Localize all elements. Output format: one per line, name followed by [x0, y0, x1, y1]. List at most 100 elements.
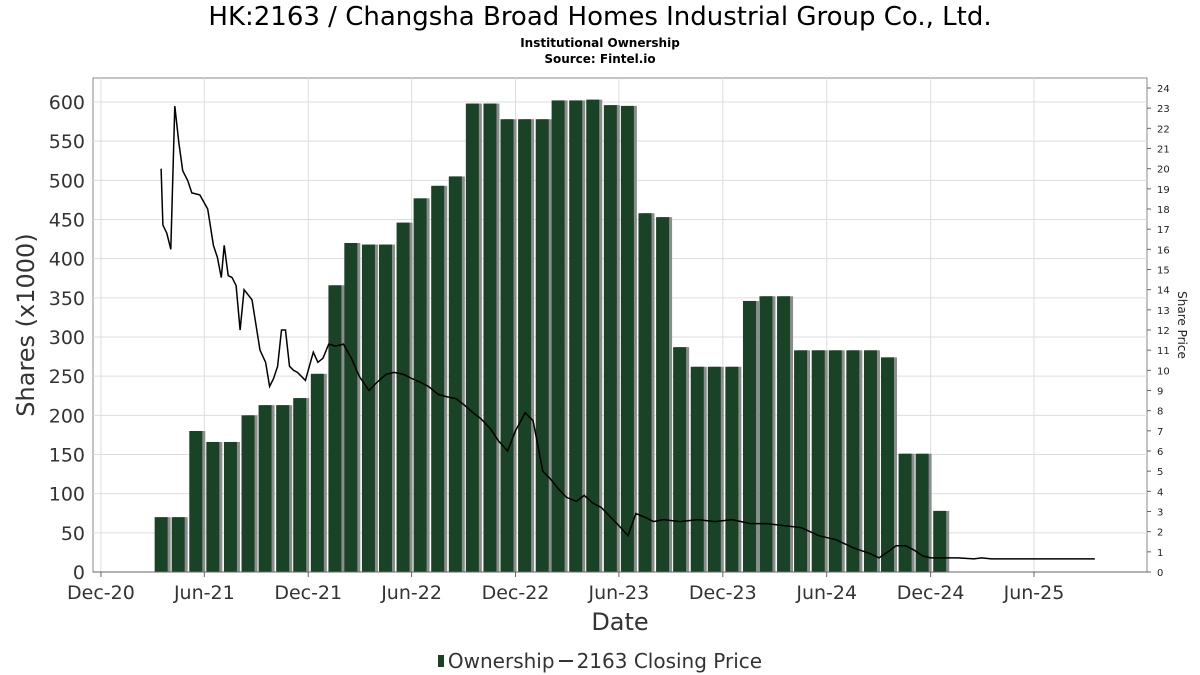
ownership-bars — [154, 99, 950, 573]
y2-tick-label: 16 — [1157, 245, 1170, 256]
y2-tick-label: 21 — [1157, 145, 1170, 156]
ownership-bar — [361, 244, 375, 573]
x-tick-label: Jun-21 — [173, 582, 235, 604]
ownership-bar — [344, 243, 358, 572]
ownership-bar — [656, 217, 670, 572]
y2-tick-label: 18 — [1157, 205, 1170, 216]
ownership-bar — [673, 347, 687, 572]
y2-tick-label: 19 — [1157, 185, 1170, 196]
ownership-bar — [690, 366, 704, 572]
y-tick-label: 500 — [49, 170, 85, 192]
ownership-bar — [293, 398, 307, 572]
y2-tick-label: 10 — [1157, 366, 1170, 377]
ownership-bar — [500, 119, 514, 572]
y2-tick-label: 23 — [1157, 104, 1170, 115]
chart-subtitle: Institutional Ownership — [520, 36, 680, 50]
ownership-bar — [620, 105, 634, 573]
y-tick-label: 50 — [61, 523, 85, 545]
x-tick-label: Jun-23 — [587, 582, 649, 604]
ownership-bar — [828, 350, 842, 572]
y2-tick-label: 15 — [1157, 266, 1170, 277]
ownership-bar — [518, 119, 532, 572]
price-line — [160, 106, 1095, 560]
y-tick-label: 350 — [49, 288, 85, 310]
y-tick-label: 450 — [49, 210, 85, 232]
ownership-bar — [638, 213, 652, 572]
ownership-bar — [794, 350, 808, 572]
y-tick-label: 150 — [49, 445, 85, 467]
ownership-bar — [431, 185, 445, 573]
price-line-path — [160, 106, 1095, 560]
x-tick-label: Dec-23 — [689, 582, 757, 604]
y2-tick-label: 13 — [1157, 306, 1170, 317]
ownership-bar — [328, 285, 342, 572]
y-tick-label: 0 — [73, 562, 85, 584]
y2-tick-label: 22 — [1157, 124, 1170, 135]
chart-source: Source: Fintel.io — [544, 52, 656, 66]
y2-tick-label: 7 — [1157, 427, 1163, 438]
y-tick-label: 250 — [49, 366, 85, 388]
ownership-bar — [933, 510, 947, 572]
ownership-bar — [915, 453, 929, 572]
ownership-bar — [551, 100, 565, 572]
y-tick-label: 400 — [49, 249, 85, 271]
y2-axis-label: Share Price — [1175, 291, 1189, 359]
axes: 0501001502002503003504004505005506000123… — [49, 84, 1170, 604]
y2-tick-label: 20 — [1157, 165, 1170, 176]
ownership-bar — [777, 296, 791, 572]
x-tick-label: Dec-21 — [274, 582, 342, 604]
ownership-bar — [707, 366, 721, 572]
y2-tick-label: 1 — [1157, 548, 1163, 559]
ownership-bar — [378, 244, 392, 573]
ownership-bar — [465, 103, 479, 573]
y-tick-label: 600 — [49, 92, 85, 114]
y2-tick-label: 11 — [1157, 346, 1170, 357]
y2-tick-label: 3 — [1157, 508, 1163, 519]
y2-tick-label: 6 — [1157, 447, 1163, 458]
y2-tick-label: 9 — [1157, 387, 1163, 398]
y2-tick-label: 14 — [1157, 286, 1170, 297]
x-tick-label: Dec-20 — [67, 582, 135, 604]
ownership-bar — [603, 105, 617, 572]
ownership-bar — [223, 441, 237, 572]
legend: Ownership 2163 Closing Price — [0, 647, 1200, 673]
ownership-bar — [586, 99, 600, 573]
x-tick-label: Jun-25 — [1003, 582, 1065, 604]
ownership-bar — [742, 300, 756, 572]
ownership-bar — [483, 103, 497, 573]
y-tick-label: 550 — [49, 131, 85, 153]
x-tick-label: Jun-22 — [380, 582, 442, 604]
x-tick-label: Jun-24 — [795, 582, 857, 604]
y2-tick-label: 8 — [1157, 407, 1163, 418]
ownership-bar — [310, 373, 324, 572]
ownership-bar — [569, 100, 583, 572]
ownership-bar — [189, 431, 203, 572]
legend-price-label: 2163 Closing Price — [576, 648, 763, 673]
ownership-bar — [898, 453, 912, 572]
ownership-bar — [759, 296, 773, 572]
ownership-bar — [535, 119, 549, 572]
ownership-bar — [241, 415, 255, 572]
ownership-bar — [811, 350, 825, 572]
legend-ownership-swatch — [437, 654, 444, 667]
y2-tick-label: 4 — [1157, 487, 1163, 498]
legend-ownership-label: Ownership — [447, 648, 555, 673]
ownership-bar — [448, 176, 462, 572]
y2-tick-label: 24 — [1157, 84, 1170, 95]
y2-tick-label: 17 — [1157, 225, 1170, 236]
ownership-bar — [863, 350, 877, 572]
ownership-bar — [206, 441, 220, 572]
ownership-bar — [846, 350, 860, 572]
ownership-bar — [258, 405, 272, 572]
y2-tick-label: 5 — [1157, 467, 1163, 478]
ownership-bar — [171, 517, 185, 572]
y-tick-label: 300 — [49, 327, 85, 349]
legend-price-swatch — [558, 659, 573, 662]
y2-tick-label: 2 — [1157, 528, 1163, 539]
ownership-bar — [276, 405, 290, 572]
ownership-bar — [880, 357, 894, 572]
y2-tick-label: 12 — [1157, 326, 1170, 337]
y2-tick-label: 0 — [1157, 568, 1163, 579]
ownership-bar — [413, 198, 427, 572]
